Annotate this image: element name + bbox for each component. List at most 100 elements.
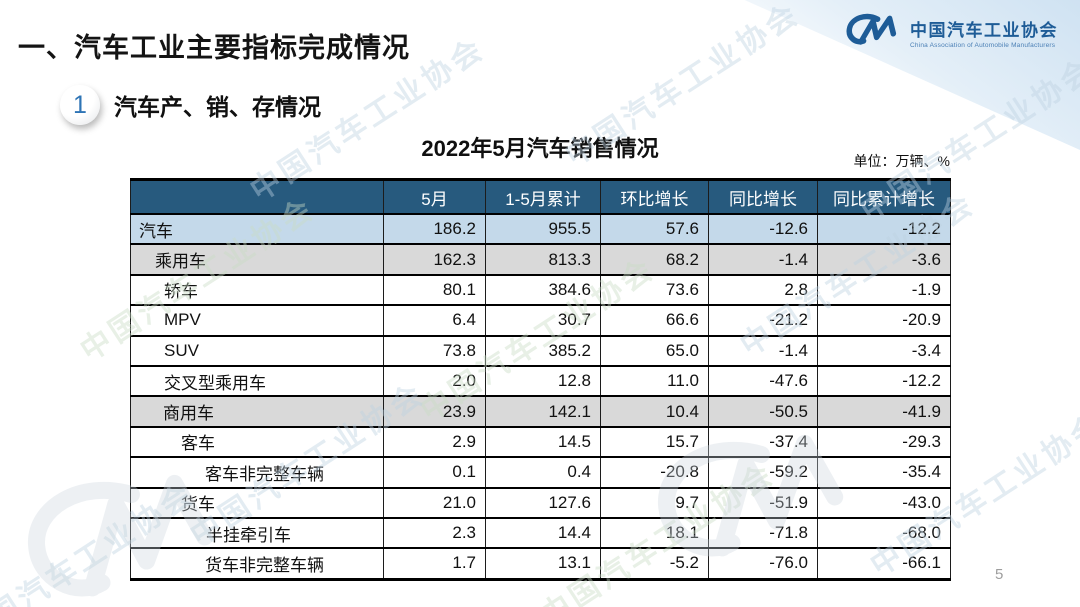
cell-value: 14.5 — [485, 426, 601, 458]
cell-value: 65.0 — [600, 335, 709, 367]
cell-value: -71.8 — [708, 517, 818, 549]
cell-value: -1.4 — [708, 243, 818, 276]
table-row: SUV 73.8 385.2 65.0 -1.4 -3.4 — [130, 335, 951, 367]
cell-value: 73.8 — [383, 335, 486, 367]
row-label: 商用车 — [130, 395, 384, 428]
cell-value: 162.3 — [383, 243, 486, 276]
table-row: MPV 6.4 30.7 66.6 -21.2 -20.9 — [130, 304, 951, 337]
cell-value: 11.0 — [600, 365, 709, 397]
row-label: 客车 — [130, 426, 384, 458]
cell-value: -41.9 — [817, 395, 951, 428]
table-row: 乘用车 162.3 813.3 68.2 -1.4 -3.6 — [130, 243, 951, 276]
cell-value: -3.4 — [817, 335, 951, 367]
cell-value: 0.1 — [383, 456, 486, 489]
cell-value: 13.1 — [485, 547, 601, 580]
cell-value: -21.2 — [708, 304, 818, 337]
section-title: 汽车产、销、存情况 — [114, 94, 321, 120]
cell-value: 30.7 — [485, 304, 601, 337]
cell-value: 12.8 — [485, 365, 601, 397]
cell-value: 2.0 — [383, 365, 486, 397]
table-row: 轿车 80.1 384.6 73.6 2.8 -1.9 — [130, 274, 951, 306]
cell-value: -12.6 — [708, 213, 818, 245]
cell-value: -50.5 — [708, 395, 818, 428]
cell-value: -12.2 — [817, 213, 951, 245]
page-number: 5 — [995, 566, 1004, 583]
header-row: 5月 1-5月累计 环比增长 同比增长 同比累计增长 — [130, 178, 951, 215]
caam-logo: 中国汽车工业协会 China Association of Automobile… — [844, 12, 1058, 52]
section-header: 1 汽车产、销、存情况 — [60, 85, 321, 125]
table-row: 交叉型乘用车 2.0 12.8 11.0 -47.6 -12.2 — [130, 365, 951, 397]
cell-value: 80.1 — [383, 274, 486, 306]
cell-value: -20.8 — [600, 456, 709, 489]
cell-value: 66.6 — [600, 304, 709, 337]
cell-value: -5.2 — [600, 547, 709, 580]
row-label: 客车非完整车辆 — [130, 456, 384, 489]
cell-value: -20.9 — [817, 304, 951, 337]
cell-value: 0.4 — [485, 456, 601, 489]
cell-value: -51.9 — [708, 487, 818, 519]
cell-value: -1.4 — [708, 335, 818, 367]
unit-note: 单位：万辆、% — [853, 153, 950, 169]
table-title: 2022年5月汽车销售情况 — [421, 136, 659, 161]
cell-value: -37.4 — [708, 426, 818, 458]
table-row: 货车非完整车辆 1.7 13.1 -5.2 -76.0 -66.1 — [130, 547, 951, 580]
row-label: MPV — [130, 304, 384, 337]
table-row: 货车 21.0 127.6 9.7 -51.9 -43.0 — [130, 487, 951, 519]
column-header: 5月 — [383, 178, 486, 215]
cell-value: 955.5 — [485, 213, 601, 245]
cell-value: 73.6 — [600, 274, 709, 306]
cell-value: 23.9 — [383, 395, 486, 428]
cell-value: 2.8 — [708, 274, 818, 306]
column-header: 1-5月累计 — [485, 178, 601, 215]
cell-value: 813.3 — [485, 243, 601, 276]
caam-logo-icon — [846, 13, 897, 45]
logo-name-cn: 中国汽车工业协会 — [910, 20, 1058, 40]
table-row: 客车 2.9 14.5 15.7 -37.4 -29.3 — [130, 426, 951, 458]
row-label: 乘用车 — [130, 243, 384, 276]
row-label: 交叉型乘用车 — [130, 365, 384, 397]
cell-value: 57.6 — [600, 213, 709, 245]
cell-value: 15.7 — [600, 426, 709, 458]
cell-value: 10.4 — [600, 395, 709, 428]
row-label: 货车非完整车辆 — [130, 547, 384, 580]
table-row: 商用车 23.9 142.1 10.4 -50.5 -41.9 — [130, 395, 951, 428]
cell-value: -76.0 — [708, 547, 818, 580]
row-label: 汽车 — [130, 213, 384, 245]
cell-value: 6.4 — [383, 304, 486, 337]
table-row: 半挂牵引车 2.3 14.4 18.1 -71.8 -68.0 — [130, 517, 951, 549]
cell-value: 385.2 — [485, 335, 601, 367]
row-label: 货车 — [130, 487, 384, 519]
cell-value: -35.4 — [817, 456, 951, 489]
column-header: 同比增长 — [708, 178, 818, 215]
logo-name-en: China Association of Automobile Manufact… — [910, 41, 1056, 49]
cell-value: 1.7 — [383, 547, 486, 580]
logo-text: 中国汽车工业协会 China Association of Automobile… — [910, 16, 1058, 49]
sales-table: 5月 1-5月累计 环比增长 同比增长 同比累计增长 汽车 186.2 955.5 57.6-… — [130, 178, 951, 581]
table-row: 客车非完整车辆 0.1 0.4 -20.8 -59.2 -35.4 — [130, 456, 951, 489]
cell-value: -59.2 — [708, 456, 818, 489]
cell-value: 142.1 — [485, 395, 601, 428]
column-header: 环比增长 — [600, 178, 709, 215]
cell-value: 186.2 — [383, 213, 486, 245]
table-wrap: 5月 1-5月累计 环比增长 同比增长 同比累计增长 汽车 186.2 955.5 57.6-… — [130, 178, 951, 581]
cell-value: 18.1 — [600, 517, 709, 549]
table-row: 汽车 186.2 955.5 57.6 -12.6 -12.2 — [130, 213, 951, 245]
cell-value: -3.6 — [817, 243, 951, 276]
cell-value: -12.2 — [817, 365, 951, 397]
cell-value: 2.9 — [383, 426, 486, 458]
cell-value: -68.0 — [817, 517, 951, 549]
cell-value: -66.1 — [817, 547, 951, 580]
section-number-badge: 1 — [60, 85, 100, 125]
row-label: 半挂牵引车 — [130, 517, 384, 549]
cell-value: -1.9 — [817, 274, 951, 306]
row-label: SUV — [130, 335, 384, 367]
column-header: 同比累计增长 — [817, 178, 951, 215]
cell-value: 384.6 — [485, 274, 601, 306]
cell-value: 127.6 — [485, 487, 601, 519]
cell-value: 68.2 — [600, 243, 709, 276]
row-label: 轿车 — [130, 274, 384, 306]
column-header-category — [130, 178, 384, 215]
cell-value: 14.4 — [485, 517, 601, 549]
cell-value: -29.3 — [817, 426, 951, 458]
